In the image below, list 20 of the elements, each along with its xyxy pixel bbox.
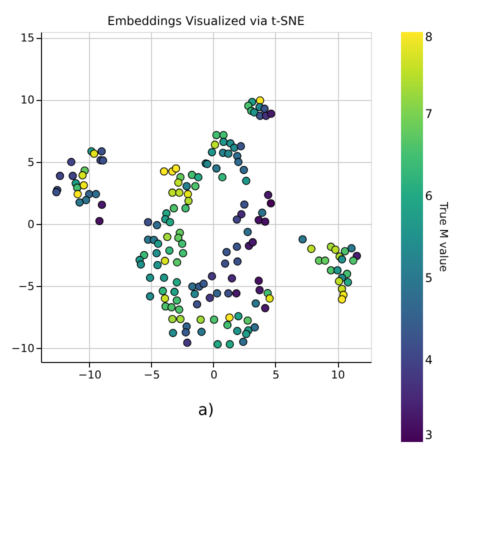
y-tick-label: 5 (28, 156, 34, 169)
color-bar-label: 3 (425, 428, 433, 442)
y-tick-label: 15 (20, 32, 34, 45)
color-bar-title: True M value (437, 201, 450, 272)
color-bar-label: 4 (425, 353, 433, 367)
y-tick-label: 0 (28, 218, 34, 231)
x-tick-label: 10 (331, 368, 346, 382)
y-tick-label: −10 (11, 342, 34, 355)
color-bar-label: 6 (425, 189, 433, 203)
y-tick-label: −5 (18, 280, 34, 293)
x-tick-label: −10 (78, 368, 102, 382)
chart-title: Embeddings Visualized via t-SNE (107, 14, 305, 28)
color-bar-label: 8 (425, 30, 433, 44)
color-bar-label: 5 (425, 271, 433, 285)
text: a) (198, 400, 214, 419)
color-bar-label: 7 (425, 107, 433, 121)
x-tick-label: 5 (272, 368, 280, 382)
x-tick-label: 0 (210, 368, 218, 382)
y-tick-label: 10 (20, 94, 34, 107)
x-tick-label: −5 (144, 368, 160, 382)
